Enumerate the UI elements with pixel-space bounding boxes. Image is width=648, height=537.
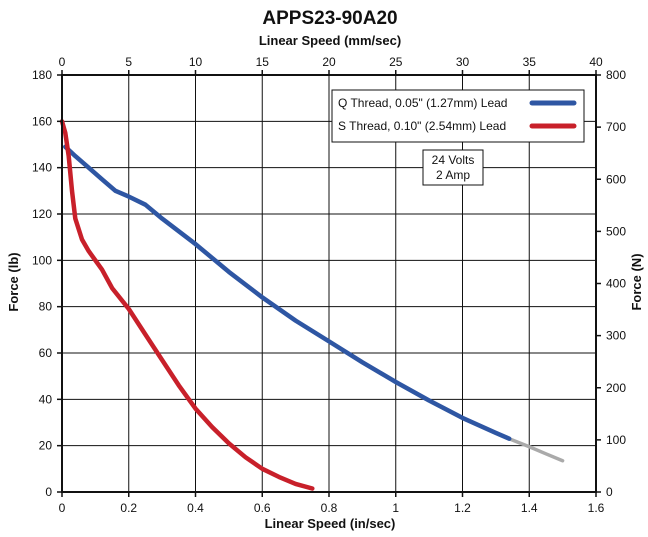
series-line-q-thread [63, 144, 512, 441]
y2-tick-label: 700 [606, 120, 626, 134]
y-tick-label: 20 [39, 439, 53, 453]
y2-axis-title: Force (N) [629, 253, 644, 310]
series-layer [59, 119, 565, 491]
x-tick-label: 0 [59, 501, 66, 515]
x-tick-label: 1.2 [454, 501, 471, 515]
annotation-frame [422, 149, 484, 186]
y-axis-title: Force (lb) [6, 252, 21, 311]
legend-label-q-thread: Q Thread, 0.05" (1.27mm) Lead [338, 96, 507, 110]
tick-labels: 000.250.4100.6150.8201251.2301.4351.6400… [32, 55, 626, 515]
x-tick-label: 0.4 [187, 501, 204, 515]
x2-tick-label: 35 [523, 55, 537, 69]
plot-frame [61, 74, 597, 493]
y-tick-label: 120 [32, 207, 52, 221]
x-tick-label: 0.2 [120, 501, 137, 515]
legend-box [331, 89, 585, 143]
x2-tick-label: 40 [589, 55, 603, 69]
y2-tick-label: 400 [606, 277, 626, 291]
x2-tick-label: 0 [59, 55, 66, 69]
legend-label-s-thread: S Thread, 0.10" (2.54mm) Lead [338, 119, 506, 133]
y2-tick-label: 0 [606, 485, 613, 499]
y2-tick-label: 500 [606, 224, 626, 238]
y-tick-label: 140 [32, 161, 52, 175]
x-tick-label: 1.6 [588, 501, 605, 515]
axes [57, 70, 601, 497]
y2-tick-label: 600 [606, 172, 626, 186]
x2-tick-label: 10 [189, 55, 203, 69]
x-tick-label: 0.6 [254, 501, 271, 515]
chart-title: APPS23-90A20 [262, 8, 397, 29]
y-tick-label: 0 [45, 485, 52, 499]
series-line-s-thread [59, 119, 315, 491]
series-extension-line [507, 436, 565, 463]
x2-axis-title: Linear Speed (mm/sec) [259, 33, 401, 48]
y2-tick-label: 100 [606, 433, 626, 447]
x2-tick-label: 30 [456, 55, 470, 69]
x2-tick-label: 5 [125, 55, 132, 69]
x-tick-label: 1.4 [521, 501, 538, 515]
annotation-voltage: 24 Volts [432, 153, 475, 167]
annotation-box: 24 Volts 2 Amp [422, 149, 484, 186]
x2-tick-label: 20 [322, 55, 336, 69]
y-tick-label: 80 [39, 300, 53, 314]
y2-tick-label: 300 [606, 329, 626, 343]
legend: Q Thread, 0.05" (1.27mm) Lead S Thread, … [331, 89, 585, 143]
x-tick-label: 1 [392, 501, 399, 515]
x2-tick-label: 25 [389, 55, 403, 69]
y2-tick-label: 200 [606, 381, 626, 395]
y-tick-label: 180 [32, 68, 52, 82]
x-axis-title: Linear Speed (in/sec) [265, 516, 396, 531]
y-tick-label: 100 [32, 253, 52, 267]
y-tick-label: 160 [32, 114, 52, 128]
x-tick-label: 0.8 [321, 501, 338, 515]
x2-tick-label: 15 [256, 55, 270, 69]
grid [62, 75, 596, 492]
annotation-current: 2 Amp [436, 168, 470, 182]
y-tick-label: 40 [39, 392, 53, 406]
y2-tick-label: 800 [606, 68, 626, 82]
y-tick-label: 60 [39, 346, 53, 360]
